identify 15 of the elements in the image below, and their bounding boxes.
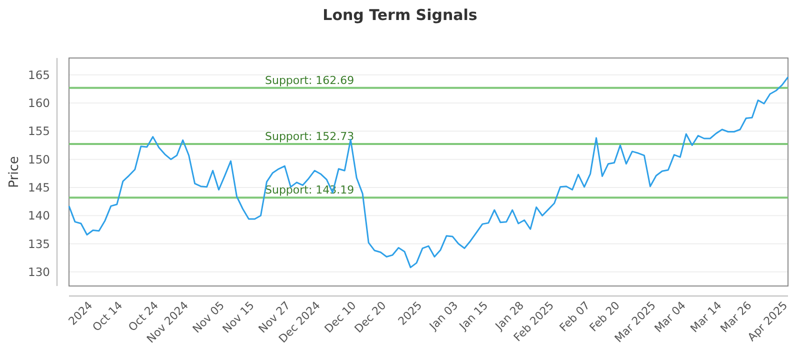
- ref-line-label: Support: 162.69: [265, 74, 354, 87]
- x-tick-label: Oct 14: [90, 298, 126, 334]
- y-tick-label: 130: [28, 264, 50, 279]
- y-tick-label: 145: [28, 180, 50, 195]
- y-tick-label: 150: [28, 152, 50, 166]
- y-tick-label: 140: [28, 208, 50, 223]
- line-series: [68, 76, 789, 268]
- y-tick-label: 155: [28, 124, 50, 138]
- ref-line-label: Support: 152.73: [265, 130, 354, 143]
- x-tick-label: Jan 15: [456, 298, 491, 334]
- y-tick-label: 135: [28, 236, 50, 251]
- y-axis-title: Price: [7, 156, 22, 188]
- y-tick-label: 160: [28, 96, 50, 110]
- chart-title: Long Term Signals: [322, 6, 478, 24]
- y-tick-label: 165: [28, 68, 50, 82]
